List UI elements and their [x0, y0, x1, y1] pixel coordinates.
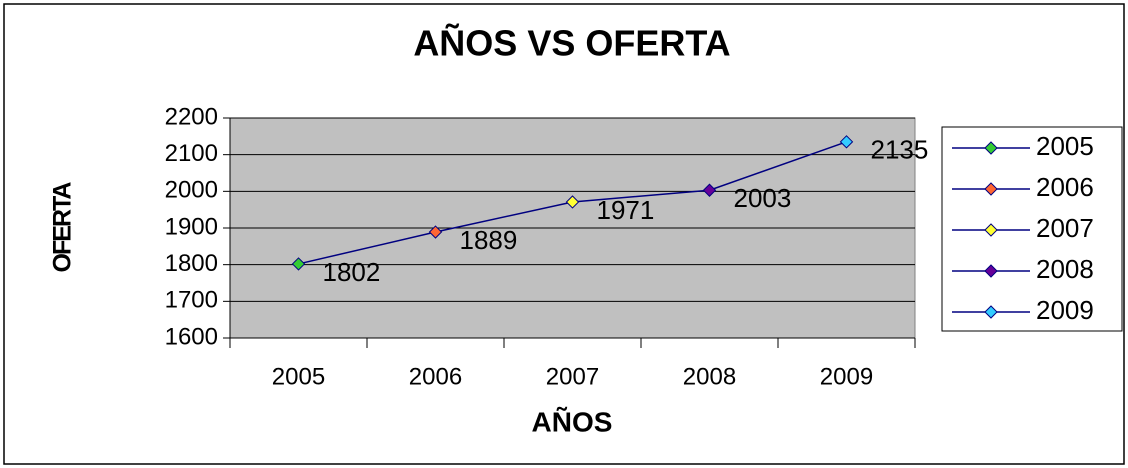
legend-label: 2009: [1036, 295, 1094, 325]
legend-label: 2005: [1036, 131, 1094, 161]
legend-marker: [984, 305, 998, 319]
data-point: [291, 257, 306, 271]
data-point: [565, 195, 580, 209]
y-tick-label: 1600: [165, 323, 218, 350]
data-label: 1802: [323, 257, 381, 287]
y-tick-label: 1700: [165, 287, 218, 314]
data-point: [428, 225, 443, 239]
legend-marker: [984, 223, 998, 237]
y-axis-label: OFERTA: [49, 182, 77, 273]
y-tick-label: 2000: [165, 177, 218, 204]
x-tick-label: 2006: [409, 363, 462, 390]
chart-title: AÑOS VS OFERTA: [413, 22, 730, 64]
x-tick-label: 2009: [820, 363, 873, 390]
data-point: [839, 135, 854, 149]
data-label: 1889: [460, 225, 518, 255]
y-tick-label: 1800: [165, 250, 218, 277]
x-axis-label: AÑOS: [532, 406, 613, 437]
legend-marker: [984, 182, 998, 196]
data-point: [702, 183, 717, 197]
x-tick-label: 2007: [546, 363, 599, 390]
data-label: 1971: [597, 195, 655, 225]
legend-box: [941, 126, 1123, 332]
data-label: 2003: [734, 183, 792, 213]
legend-label: 2006: [1036, 172, 1094, 202]
legend-marker: [984, 264, 998, 278]
y-tick-label: 2200: [165, 103, 218, 130]
x-tick-label: 2008: [683, 363, 736, 390]
y-tick-label: 1900: [165, 213, 218, 240]
data-label: 2135: [871, 135, 929, 165]
y-tick-label: 2100: [165, 140, 218, 167]
legend-label: 2007: [1036, 213, 1094, 243]
x-tick-label: 2005: [272, 363, 325, 390]
legend-marker: [984, 141, 998, 155]
legend-label: 2008: [1036, 254, 1094, 284]
